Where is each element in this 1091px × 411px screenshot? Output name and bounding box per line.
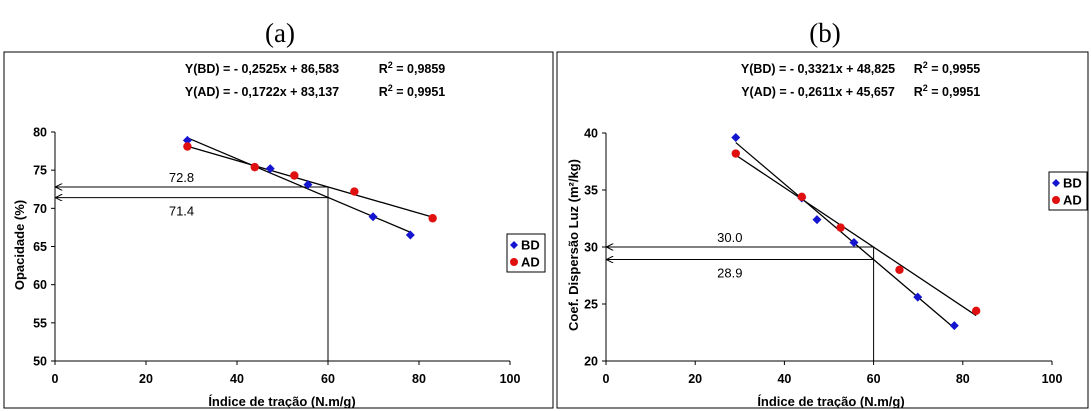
y-tick-label: 60 [33,278,47,292]
reading-label: 28.9 [717,266,742,281]
x-tick-label: 40 [230,372,244,386]
r-squared-text: R2 = 0,9955 [914,60,981,76]
y-tick-label: 35 [584,184,598,198]
data-point [812,215,822,225]
legend-label: AD [521,255,540,270]
x-tick-label: 100 [500,372,521,386]
x-axis-label: Índice de tração (N.m/g) [757,394,904,409]
x-axis-label: Índice de tração (N.m/g) [208,394,355,409]
x-tick-label: 20 [139,372,153,386]
x-tick-label: 60 [321,372,335,386]
x-tick-label: 80 [956,372,970,386]
data-point [836,223,845,232]
data-point [182,135,192,145]
data-point [895,265,904,274]
x-tick-label: 100 [1042,372,1063,386]
data-point [913,292,923,302]
reading-label: 72.8 [169,170,194,185]
panel-label: (a) [265,18,295,48]
y-axis-label: Coef. Dispersão Luz (m²/kg) [566,159,581,331]
data-point [250,162,259,172]
legend-label: AD [1063,193,1082,208]
chart-panel-b: (b) Y(BD) = - 0,3321x + 48,825 R2 = 0,995… [556,18,1089,409]
x-tick-label: 0 [52,372,59,386]
legend-marker [510,258,518,266]
data-point [849,237,859,247]
legend-label: BD [521,238,540,253]
legend-marker [1052,196,1060,204]
y-tick-label: 25 [584,298,598,312]
r-squared-text: R2 = 0,9951 [914,83,981,99]
data-point [949,321,959,331]
data-point [183,142,192,151]
data-point [405,230,415,240]
x-tick-label: 60 [867,372,881,386]
y-tick-label: 50 [33,355,47,369]
x-tick-label: 40 [777,372,791,386]
trend-line [187,145,433,218]
y-tick-label: 20 [584,355,598,369]
equation-text: Y(AD) = - 0,1722x + 83,137 [185,85,339,99]
r-squared-text: R2 = 0,9859 [379,60,446,76]
legend-marker [1052,179,1060,187]
reading-label: 71.4 [169,204,194,219]
r-squared-text: R2 = 0,9951 [379,83,446,99]
data-point [797,192,806,202]
data-point [731,133,741,143]
y-tick-label: 65 [33,240,47,254]
chart-frame [556,51,1089,409]
data-point [290,171,299,180]
y-tick-label: 40 [584,127,598,141]
data-point [731,149,740,158]
equation-text: Y(AD) = - 0,2611x + 45,657 [741,85,895,99]
y-tick-label: 75 [33,164,47,178]
legend-marker [510,241,518,249]
y-tick-label: 80 [33,126,47,140]
x-tick-label: 80 [412,372,426,386]
data-point [971,306,981,316]
y-tick-label: 70 [33,202,47,216]
trend-line [735,154,977,317]
x-tick-label: 20 [688,372,702,386]
y-tick-label: 30 [584,241,598,255]
data-point [428,214,437,223]
reading-label: 30.0 [717,230,742,245]
data-point [368,212,378,222]
chart-frame [3,51,554,409]
panel-label: (b) [809,18,840,48]
y-axis-label: Opacidade (%) [12,200,27,290]
equation-text: Y(BD) = - 0,3321x + 48,825 [741,62,895,76]
x-tick-label: 0 [603,372,610,386]
legend-label: BD [1063,176,1082,191]
y-tick-label: 55 [33,316,47,330]
data-point [265,164,275,174]
chart-panel-a: (a) Y(BD) = - 0,2525x + 86,583 R2 = 0,985… [3,18,554,409]
data-point [303,180,313,190]
data-point [350,187,359,196]
equation-text: Y(BD) = - 0,2525x + 86,583 [185,62,339,76]
